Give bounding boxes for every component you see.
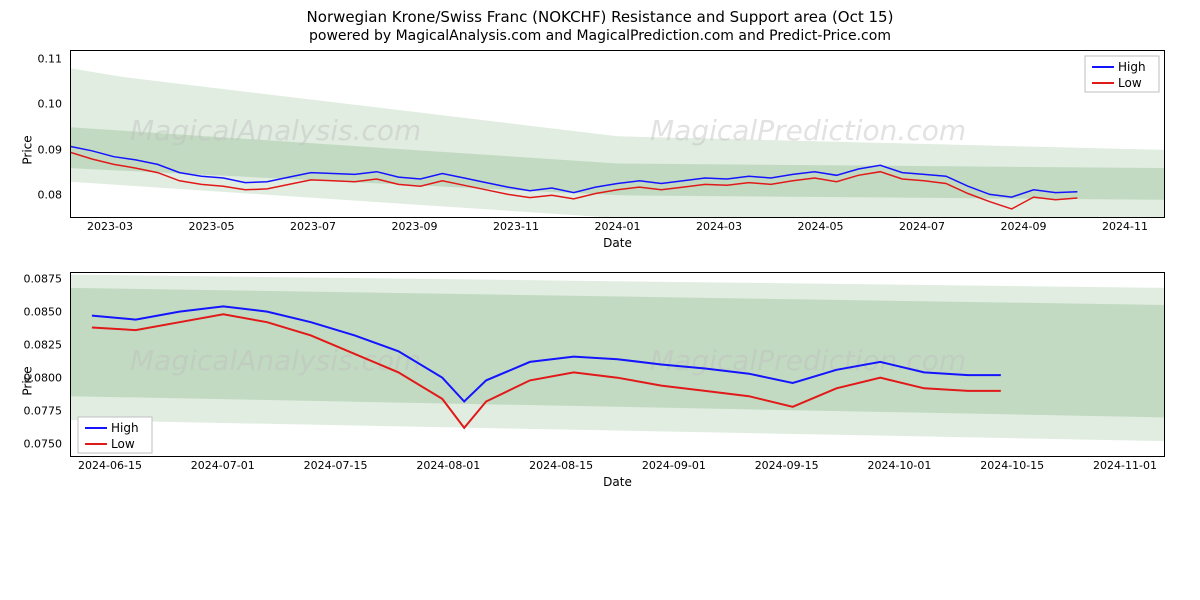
chart-upper-svg: MagicalAnalysis.com MagicalPrediction.co… bbox=[70, 50, 1165, 218]
chart-title: Norwegian Krone/Swiss Franc (NOKCHF) Res… bbox=[0, 8, 1200, 26]
x-axis-label: Date bbox=[70, 236, 1165, 250]
x-axis-ticks: 2024-06-152024-07-012024-07-152024-08-01… bbox=[70, 457, 1165, 473]
y-axis-label: Price bbox=[21, 135, 35, 164]
x-axis-ticks: 2023-032023-052023-072023-092023-112024-… bbox=[70, 218, 1165, 234]
legend-high-label: High bbox=[111, 421, 139, 435]
watermark-right: MagicalPrediction.com bbox=[650, 114, 966, 147]
legend-low-label: Low bbox=[1118, 76, 1142, 90]
chart-lower: Price 0.07500.07750.08000.08250.08500.08… bbox=[70, 272, 1165, 489]
watermark-left: MagicalAnalysis.com bbox=[130, 114, 421, 147]
legend-high-label: High bbox=[1118, 60, 1146, 74]
x-axis-label: Date bbox=[70, 475, 1165, 489]
chart-upper: Price 0.080.090.100.11 MagicalAnalysis.c… bbox=[70, 50, 1165, 250]
chart-subtitle: powered by MagicalAnalysis.com and Magic… bbox=[0, 28, 1200, 44]
chart-lower-svg: MagicalAnalysis.com MagicalPrediction.co… bbox=[70, 272, 1165, 457]
legend: High Low bbox=[1085, 56, 1159, 92]
legend-low-label: Low bbox=[111, 437, 135, 451]
watermark-left: MagicalAnalysis.com bbox=[130, 344, 421, 377]
legend: High Low bbox=[78, 417, 152, 453]
